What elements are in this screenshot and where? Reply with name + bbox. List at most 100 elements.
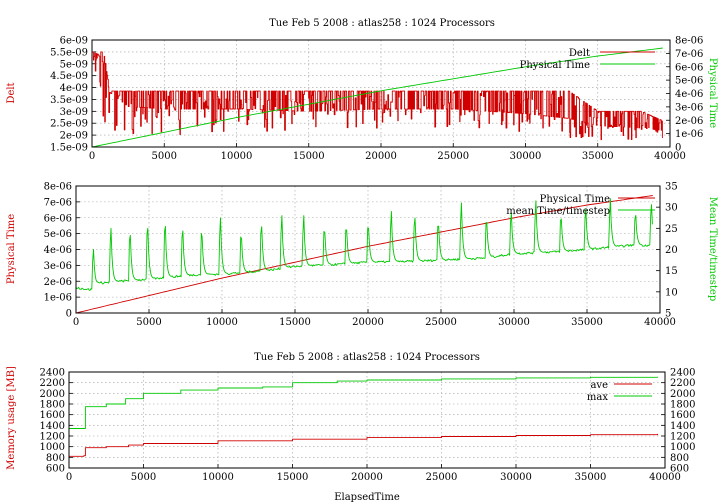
gridlines — [76, 186, 660, 313]
y-tick-label: 3e-06 — [44, 261, 72, 272]
y-tick-label: 8e-06 — [44, 182, 72, 193]
y2-tick-label: 800 — [670, 453, 689, 464]
x-tick-label: 10000 — [221, 151, 253, 162]
plot-frame — [75, 185, 661, 314]
x-tick-label: 10000 — [206, 317, 238, 328]
chart-title: Tue Feb 5 2008 : atlas258 : 1024 Process… — [254, 352, 480, 363]
legend: Physical Time mean Time/timestep — [506, 194, 655, 217]
y-tick-label: 1600 — [40, 410, 65, 421]
y2-tick-label: 2e-06 — [675, 116, 703, 127]
legend-label-max: max — [587, 392, 608, 403]
x-tick-label: 0 — [73, 317, 79, 328]
legend-label-delt: Delt — [569, 48, 590, 59]
y2-axis-label: Physical Time — [707, 58, 718, 128]
series-line-physical-time — [75, 195, 653, 314]
x-tick-label: 20000 — [351, 472, 383, 483]
x-axis-label: ElapsedTime — [334, 492, 400, 503]
x-tick-label: 25000 — [426, 472, 458, 483]
y2-tick-label: 600 — [670, 464, 689, 475]
y-tick-label: 800 — [46, 453, 65, 464]
x-tick-label: 30000 — [498, 317, 530, 328]
y-tick-label: 2.5e-09 — [50, 119, 88, 130]
y-tick-label: 3e-09 — [60, 107, 88, 118]
series-line-delt — [92, 51, 663, 141]
y-tick-label: 2200 — [40, 378, 65, 389]
y-tick-label: 2e-06 — [44, 277, 72, 288]
y-axis-label: Delt — [6, 82, 17, 103]
x-tick-label: 25000 — [437, 151, 469, 162]
y2-tick-label: 15 — [665, 266, 678, 277]
y2-tick-label: 1e-06 — [675, 129, 703, 140]
x-tick-label: 10000 — [202, 472, 234, 483]
y2-tick-label: 8e-06 — [675, 36, 703, 47]
series-lines — [91, 47, 663, 148]
y-axis-label: Memory usage [MB] — [6, 366, 17, 470]
series-lines — [69, 376, 659, 457]
y2-tick-label: 1400 — [670, 421, 695, 432]
axis-ticks: 0 5000 10000 15000 20000 25000 30000 35000 40000… — [50, 36, 703, 163]
panel-delt-physical-time: Tue Feb 5 2008 : atlas258 : 1024 Process… — [6, 18, 718, 162]
y2-tick-label: 20 — [665, 245, 678, 256]
y2-tick-label: 2400 — [670, 368, 695, 379]
x-tick-label: 0 — [89, 151, 95, 162]
legend: Delt Physical Time — [520, 48, 655, 71]
y2-axis-label: Mean Time/timestep — [707, 197, 718, 301]
y2-tick-label: 30 — [665, 203, 678, 214]
series-line-physical-time — [91, 47, 663, 148]
y2-tick-label: 35 — [665, 182, 678, 193]
y-tick-label: 5e-09 — [60, 59, 88, 70]
x-tick-label: 30000 — [500, 472, 532, 483]
y-tick-label: 4e-09 — [60, 83, 88, 94]
y2-tick-label: 10 — [665, 287, 678, 298]
y2-tick-label: 1200 — [670, 432, 695, 443]
y2-tick-label: 0 — [675, 143, 681, 154]
y2-tick-label: 1800 — [670, 400, 695, 411]
y2-tick-label: 6e-06 — [675, 62, 703, 73]
plot-frame — [68, 371, 666, 469]
x-tick-label: 20000 — [365, 151, 397, 162]
y2-tick-label: 25 — [665, 224, 678, 235]
x-tick-label: 5000 — [136, 317, 161, 328]
y2-tick-label: 7e-06 — [675, 49, 703, 60]
legend-label-ave: ave — [590, 380, 608, 391]
x-tick-label: 25000 — [425, 317, 457, 328]
series-line-max — [69, 376, 659, 429]
x-tick-label: 5000 — [131, 472, 156, 483]
x-tick-label: 15000 — [293, 151, 325, 162]
legend-label-physical-time: Physical Time — [520, 60, 590, 71]
y-tick-label: 2400 — [40, 368, 65, 379]
panel-physical-time-mean-timestep: Physical Time Mean Time/timestep 0 5000 10… — [6, 182, 718, 329]
y2-tick-label: 5e-06 — [675, 76, 703, 87]
legend-label-physical-time: Physical Time — [540, 194, 610, 205]
x-tick-label: 15000 — [279, 317, 311, 328]
y-axis-label: Physical Time — [6, 214, 17, 284]
y2-tick-label: 2200 — [670, 378, 695, 389]
y-tick-label: 4e-06 — [44, 245, 72, 256]
y2-tick-label: 2000 — [670, 389, 695, 400]
y-tick-label: 1200 — [40, 432, 65, 443]
y2-tick-label: 4e-06 — [675, 89, 703, 100]
y2-tick-label: 5 — [665, 309, 671, 320]
y-tick-label: 5.5e-09 — [50, 47, 88, 58]
y-tick-label: 600 — [46, 464, 65, 475]
x-tick-label: 35000 — [575, 472, 607, 483]
y-tick-label: 6e-06 — [44, 213, 72, 224]
x-tick-label: 35000 — [582, 151, 614, 162]
y-tick-label: 2000 — [40, 389, 65, 400]
series-line-ave — [69, 433, 659, 457]
y-tick-label: 5e-06 — [44, 229, 72, 240]
y-tick-label: 3.5e-09 — [50, 95, 88, 106]
gridlines — [69, 372, 665, 468]
x-tick-label: 20000 — [352, 317, 384, 328]
gridlines — [92, 40, 670, 147]
x-tick-label: 40000 — [644, 317, 676, 328]
x-tick-label: 0 — [66, 472, 72, 483]
legend: ave max — [587, 380, 652, 403]
y-tick-label: 1000 — [40, 442, 65, 453]
panel-memory-usage: Tue Feb 5 2008 : atlas258 : 1024 Process… — [6, 352, 695, 503]
series-line-mean-time-timestep — [75, 198, 653, 291]
y-tick-label: 4.5e-09 — [50, 71, 88, 82]
series-lines — [75, 195, 653, 314]
y-tick-label: 2e-09 — [60, 131, 88, 142]
